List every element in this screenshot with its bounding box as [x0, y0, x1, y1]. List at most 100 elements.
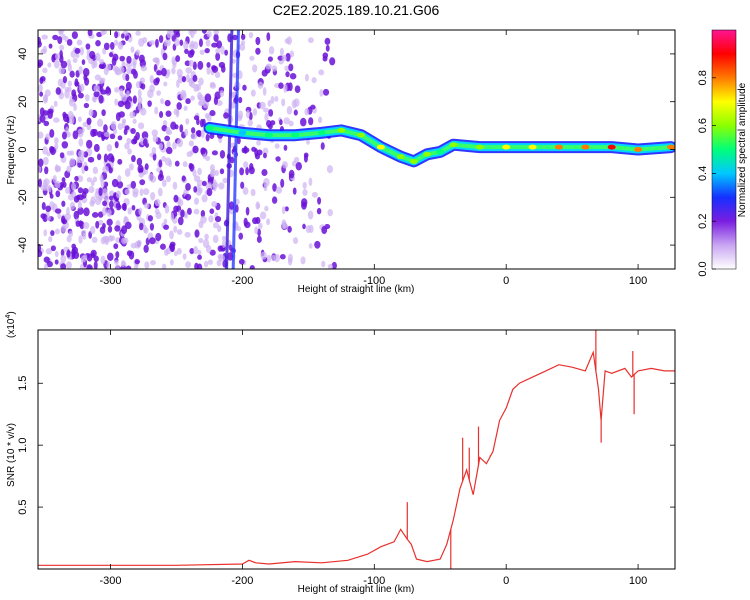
noise-speck — [84, 94, 90, 102]
noise-speck — [71, 243, 77, 249]
noise-speck — [213, 33, 219, 42]
noise-speck — [181, 75, 187, 83]
spectrogram-y-ticks: -40 -20 0 20 40 — [17, 48, 675, 253]
noise-speck — [256, 149, 263, 156]
noise-speck — [46, 215, 51, 221]
snr-y-scale-label: (x104) — [5, 311, 17, 338]
snr-line-layer — [38, 330, 675, 569]
noise-speck — [318, 69, 325, 76]
ridge-point — [502, 144, 511, 150]
noise-speck — [300, 256, 306, 265]
noise-speck — [137, 164, 144, 174]
noise-speck — [114, 141, 119, 149]
noise-speck — [95, 220, 100, 229]
noise-speck — [266, 254, 272, 263]
figure-title: C2E2.2025.189.10.21.G06 — [273, 2, 440, 18]
noise-speck — [268, 46, 275, 55]
noise-speck — [213, 96, 218, 105]
noise-speck — [155, 38, 159, 48]
x-tick-label: -100 — [363, 275, 385, 287]
noise-speck — [61, 131, 67, 140]
noise-speck — [219, 150, 226, 159]
noise-speck — [119, 88, 124, 97]
noise-speck — [142, 224, 147, 234]
noise-speck — [107, 235, 114, 242]
noise-speck — [130, 180, 137, 189]
noise-speck — [243, 145, 248, 155]
noise-speck — [83, 102, 90, 109]
noise-speck — [256, 140, 261, 146]
noise-speck — [57, 78, 63, 87]
noise-speck — [100, 255, 106, 265]
noise-speck — [125, 221, 132, 230]
snr-panel: -300 -200 -100 0 100 0.5 1.0 1.5 Height of str… — [5, 311, 676, 595]
noise-speck — [144, 163, 149, 171]
noise-speck — [308, 117, 314, 126]
noise-speck — [77, 92, 84, 99]
noise-speck — [281, 206, 286, 215]
noise-speck — [158, 35, 164, 43]
spectral-streak — [225, 30, 234, 269]
noise-speck — [212, 222, 219, 229]
noise-speck — [288, 63, 294, 72]
noise-speck — [192, 145, 199, 154]
noise-speck — [193, 186, 198, 193]
noise-speck — [307, 37, 314, 44]
noise-speck — [45, 248, 52, 255]
noise-speck — [43, 229, 48, 237]
noise-speck — [199, 49, 205, 55]
noise-speck — [115, 190, 121, 199]
noise-speck — [38, 83, 43, 93]
noise-speck — [48, 43, 53, 49]
noise-speck — [124, 100, 131, 110]
noise-speck — [54, 143, 59, 150]
noise-speck — [193, 246, 199, 255]
noise-speck — [138, 37, 145, 47]
noise-speck — [43, 120, 50, 127]
noise-speck — [203, 260, 209, 268]
colorbar-ticks: 0.0 0.2 0.4 0.6 0.8 — [697, 70, 716, 277]
noise-speck — [49, 128, 55, 138]
noise-speck — [71, 247, 76, 257]
noise-speck — [184, 193, 192, 201]
noise-speck — [84, 165, 89, 172]
noise-speck — [76, 175, 84, 183]
noise-speck — [172, 141, 177, 150]
noise-speck — [275, 156, 281, 162]
noise-speck — [48, 236, 53, 243]
noise-speck — [42, 110, 49, 116]
noise-speck — [55, 53, 61, 60]
noise-speck — [197, 249, 202, 256]
noise-speck — [86, 123, 92, 131]
noise-speck — [39, 91, 44, 97]
noise-speck — [135, 30, 141, 36]
noise-speck — [148, 173, 154, 182]
noise-speck — [126, 184, 132, 190]
snr-y-scale-close: ) — [6, 311, 17, 314]
noise-speck — [106, 261, 111, 269]
noise-speck — [236, 136, 241, 145]
y-tick-label: 20 — [17, 96, 29, 108]
noise-speck — [115, 264, 120, 269]
noise-speck — [109, 41, 115, 50]
noise-speck — [78, 138, 84, 147]
ridge-point — [337, 127, 346, 133]
y-tick-label: -20 — [17, 189, 29, 205]
noise-speck — [161, 179, 167, 188]
noise-speck — [239, 167, 245, 176]
noise-speck — [96, 153, 102, 161]
noise-speck — [189, 49, 195, 56]
noise-speck — [61, 33, 66, 40]
noise-speck — [289, 50, 295, 58]
noise-speck — [135, 49, 141, 56]
noise-speck — [124, 188, 130, 195]
noise-speck — [181, 175, 186, 182]
noise-speck — [295, 161, 302, 171]
colorbar: 0.0 0.2 0.4 0.6 0.8 Normalized spectral ampl… — [697, 29, 748, 277]
noise-speck — [193, 115, 200, 121]
noise-speck — [100, 30, 105, 36]
noise-speck — [318, 116, 323, 124]
noise-speck — [93, 60, 98, 68]
noise-speck — [184, 213, 188, 219]
noise-speck — [282, 161, 288, 169]
